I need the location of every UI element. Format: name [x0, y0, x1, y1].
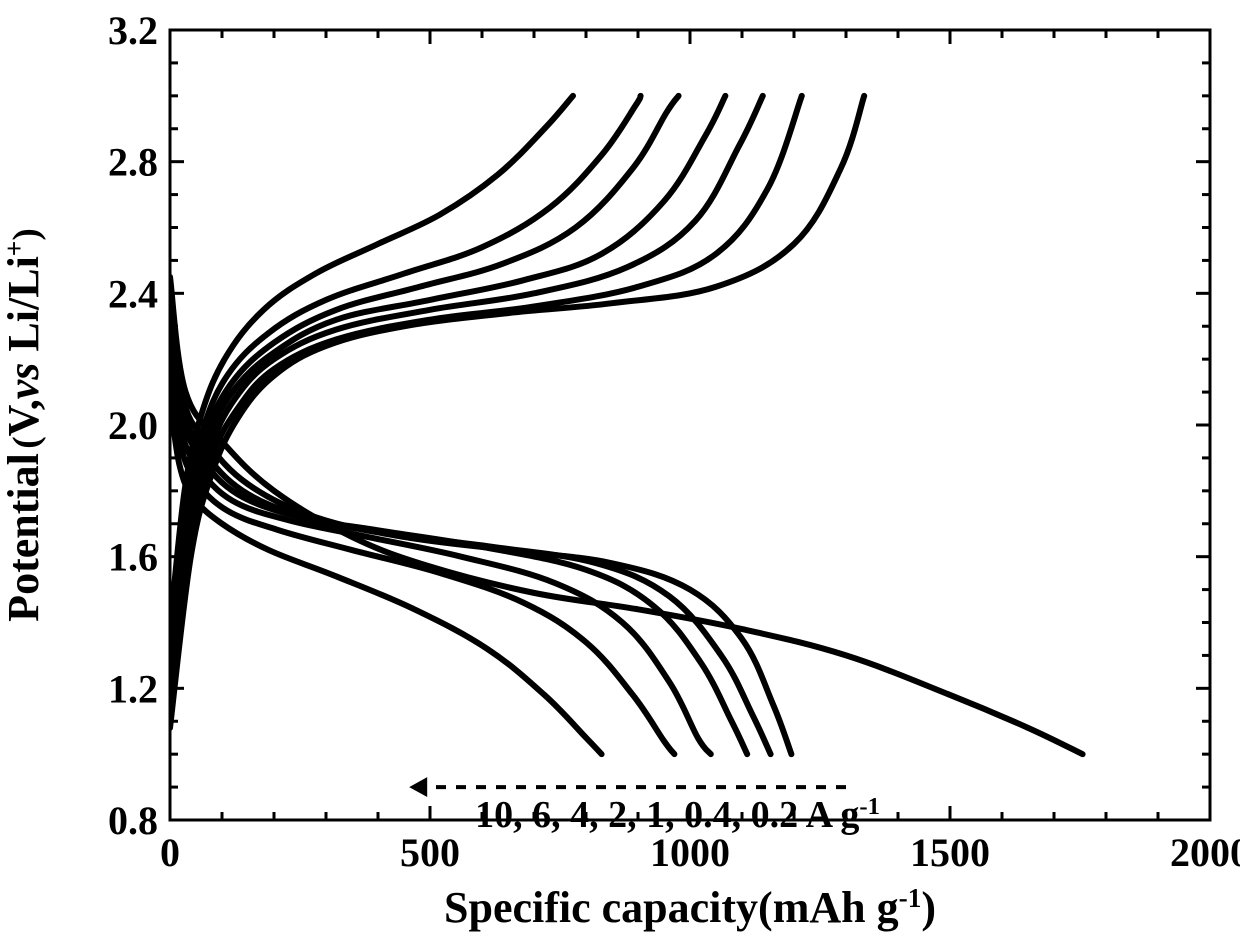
y-tick-label: 2.0 — [108, 403, 158, 448]
rate-annotation: 10, 6, 4, 2, 1, 0.4, 0.2 A g-1 — [475, 792, 880, 836]
x-tick-label: 500 — [400, 830, 460, 875]
chart-container: 0 500 1000 1500 2000 0.8 1.2 1.6 2.0 2.4 2.8 3.2 10,… — [0, 0, 1240, 937]
x-tick-label: 2000 — [1170, 830, 1240, 875]
y-tick-label: 1.2 — [108, 666, 158, 711]
y-tick-label: 1.6 — [108, 535, 158, 580]
x-tick-label: 1500 — [910, 830, 990, 875]
x-tick-label: 0 — [160, 830, 180, 875]
y-tick-label: 2.8 — [108, 140, 158, 185]
y-tick-label: 3.2 — [108, 8, 158, 53]
x-axis-label: Specific capacity(mAh g-1) — [444, 883, 936, 932]
x-tick-label: 1000 — [650, 830, 730, 875]
chart-svg: 0 500 1000 1500 2000 0.8 1.2 1.6 2.0 2.4 2.8 3.2 10,… — [0, 0, 1240, 937]
y-tick-label: 0.8 — [108, 798, 158, 843]
y-axis-label: Potential (V,vs Li/Li+) — [0, 228, 48, 622]
y-tick-label: 2.4 — [108, 271, 158, 316]
